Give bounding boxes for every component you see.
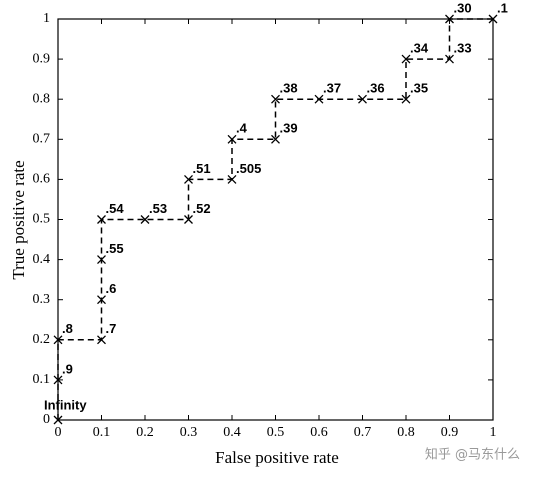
y-tick-label: 0.8 — [33, 91, 51, 106]
point-label: Infinity — [44, 397, 87, 412]
x-tick-label: 0.1 — [93, 425, 111, 440]
watermark: 知乎 @马东什么 — [425, 447, 520, 463]
point-label: .38 — [280, 81, 298, 96]
point-label: .51 — [193, 161, 211, 176]
y-tick-label: 1 — [43, 11, 50, 26]
x-tick-label: 0.5 — [267, 425, 285, 440]
x-tick-label: 0.7 — [354, 425, 372, 440]
x-tick-label: 0.6 — [310, 425, 328, 440]
point-marker — [271, 94, 280, 104]
point-marker — [53, 375, 63, 385]
point-label: .6 — [106, 281, 117, 296]
point-label: .33 — [454, 41, 472, 56]
point-marker — [227, 134, 237, 144]
point-marker — [97, 255, 106, 265]
point-label: .30 — [454, 0, 472, 15]
x-tick-label: 0.9 — [441, 425, 459, 440]
y-tick-label: 0.2 — [33, 332, 51, 347]
x-axis-label: False positive rate — [215, 448, 339, 467]
roc-line — [57, 18, 493, 420]
point-marker — [488, 14, 498, 24]
point-marker — [401, 94, 411, 104]
y-tick-label: 0.4 — [33, 252, 51, 267]
point-marker — [140, 215, 150, 224]
x-tick-label: 0 — [55, 425, 62, 440]
x-tick-label: 0.2 — [136, 425, 154, 440]
point-label: .39 — [280, 121, 298, 136]
point-marker — [445, 14, 454, 24]
y-tick-label: 0.5 — [33, 212, 51, 227]
point-label: .505 — [236, 161, 261, 176]
point-label: .52 — [193, 201, 211, 216]
point-marker — [97, 215, 106, 224]
point-label: .34 — [410, 41, 429, 56]
point-marker — [184, 174, 193, 184]
point-label: .36 — [367, 81, 385, 96]
point-label: .55 — [106, 241, 124, 256]
point-label: .37 — [323, 81, 341, 96]
point-label: .53 — [149, 201, 167, 216]
point-marker — [53, 415, 63, 425]
point-marker — [271, 134, 280, 144]
point-marker — [184, 215, 193, 224]
y-tick-label: 0.7 — [33, 132, 51, 147]
y-tick-label: 0.6 — [33, 172, 51, 187]
point-marker — [445, 54, 454, 64]
point-marker — [314, 94, 324, 104]
point-label: .4 — [236, 121, 248, 136]
point-marker — [97, 295, 106, 305]
point-label: .54 — [106, 201, 125, 216]
point-marker — [401, 54, 411, 64]
point-marker — [53, 335, 63, 345]
point-label: .8 — [62, 321, 73, 336]
point-label: .35 — [410, 81, 428, 96]
x-tick-label: 0.3 — [180, 425, 198, 440]
y-tick-label: 0 — [43, 412, 50, 427]
y-tick-label: 0.9 — [33, 51, 51, 66]
point-marker — [97, 335, 106, 345]
y-tick-label: 0.3 — [33, 292, 51, 307]
x-tick-label: 0.4 — [223, 425, 241, 440]
point-label: .9 — [62, 361, 73, 376]
x-tick-label: 1 — [490, 425, 497, 440]
point-marker — [227, 174, 237, 184]
y-axis-label: True positive rate — [9, 160, 28, 279]
y-tick-label: 0.1 — [33, 372, 51, 387]
x-tick-label: 0.8 — [397, 425, 415, 440]
point-label: .7 — [106, 321, 117, 336]
point-marker — [358, 94, 367, 104]
point-label: .1 — [497, 0, 508, 15]
